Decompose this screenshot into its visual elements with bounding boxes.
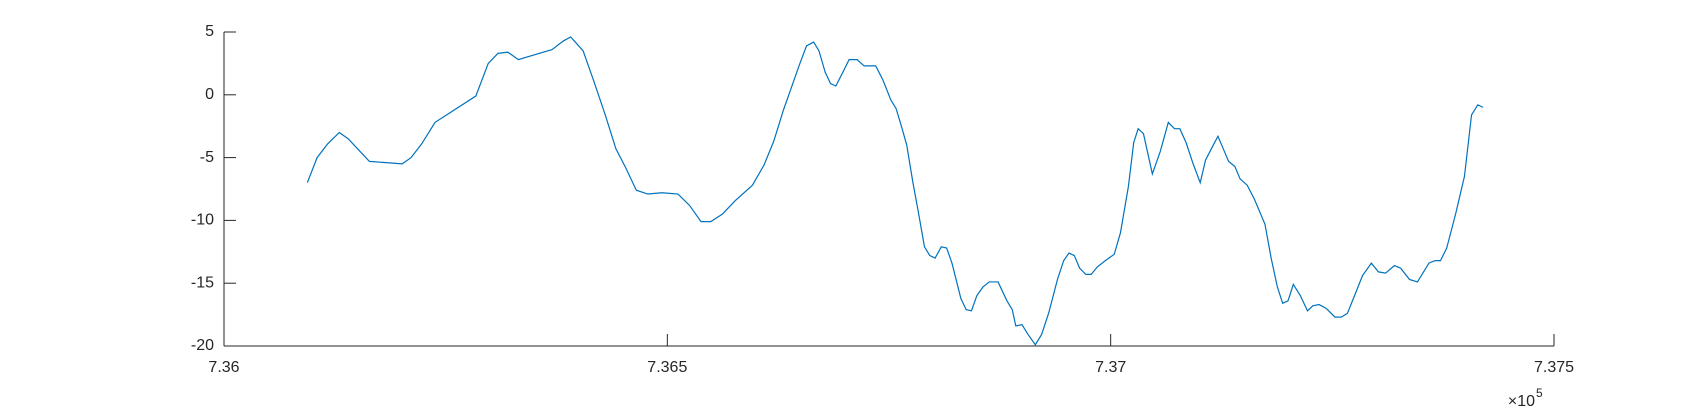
y-tick-label: 0 xyxy=(205,86,214,103)
x-multiplier-base: ×10 xyxy=(1508,393,1535,408)
y-tick-label: -10 xyxy=(191,212,214,229)
y-tick-label: -15 xyxy=(191,274,214,291)
y-tick-label: -5 xyxy=(200,149,214,166)
y-tick-label: 5 xyxy=(205,23,214,40)
x-tick-label: 7.375 xyxy=(1534,359,1574,376)
data-line xyxy=(306,36,1484,346)
x-tick-label: 7.365 xyxy=(647,359,687,376)
x-tick-label: 7.36 xyxy=(208,359,239,376)
y-tick-label: -20 xyxy=(191,337,214,354)
x-tick-label: 7.37 xyxy=(1095,359,1126,376)
x-multiplier-exponent: 5 xyxy=(1536,386,1543,400)
